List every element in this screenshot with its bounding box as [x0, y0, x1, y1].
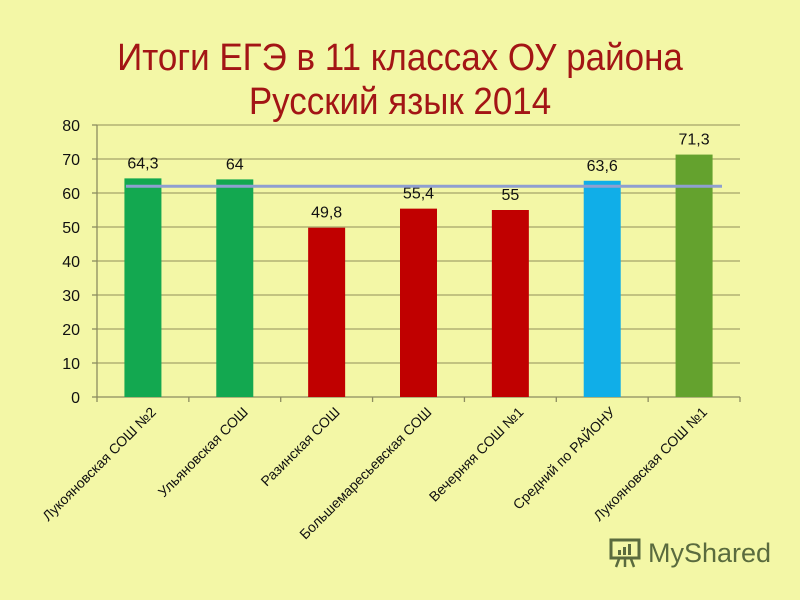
y-tick-label: 10	[62, 356, 80, 373]
x-category-label: Разинская СОШ	[257, 404, 342, 489]
bar	[491, 210, 529, 397]
presentation-board-icon	[609, 538, 641, 568]
bar-value-label: 71,3	[679, 132, 710, 149]
bar-value-label: 55,4	[403, 186, 434, 203]
bar-value-label: 64,3	[127, 155, 158, 172]
bar-value-label: 49,8	[311, 205, 342, 222]
bar-value-label: 63,6	[587, 158, 618, 175]
bar	[400, 208, 437, 397]
bar	[583, 180, 621, 397]
y-tick-label: 80	[62, 118, 80, 135]
y-tick-label: 50	[62, 220, 80, 237]
y-tick-label: 30	[62, 288, 80, 305]
chart-title-line1: Итоги ЕГЭ в 11 классах ОУ района	[117, 37, 683, 79]
y-tick-label: 60	[62, 186, 80, 203]
x-category-label: Ульяновская СОШ	[155, 404, 251, 500]
chart-title-line2: Русский язык 2014	[248, 81, 552, 123]
watermark: MyShared	[608, 537, 771, 569]
x-category-label: Лукояновская СОШ №2	[39, 404, 159, 524]
y-tick-label: 40	[62, 254, 80, 271]
bar-value-label: 64	[226, 156, 244, 173]
bar	[308, 227, 346, 397]
x-category-label: Вечерняя СОШ №1	[426, 404, 527, 505]
watermark-text: MyShared	[648, 537, 772, 568]
bar	[675, 154, 713, 397]
y-tick-label: 0	[71, 390, 80, 407]
y-tick-label: 70	[62, 152, 80, 169]
bar-value-label: 55	[501, 187, 519, 204]
y-tick-label: 20	[62, 322, 80, 339]
bar	[216, 179, 254, 397]
x-category-label: Средний по РАЙОНУ	[509, 403, 619, 513]
bar	[124, 178, 162, 397]
